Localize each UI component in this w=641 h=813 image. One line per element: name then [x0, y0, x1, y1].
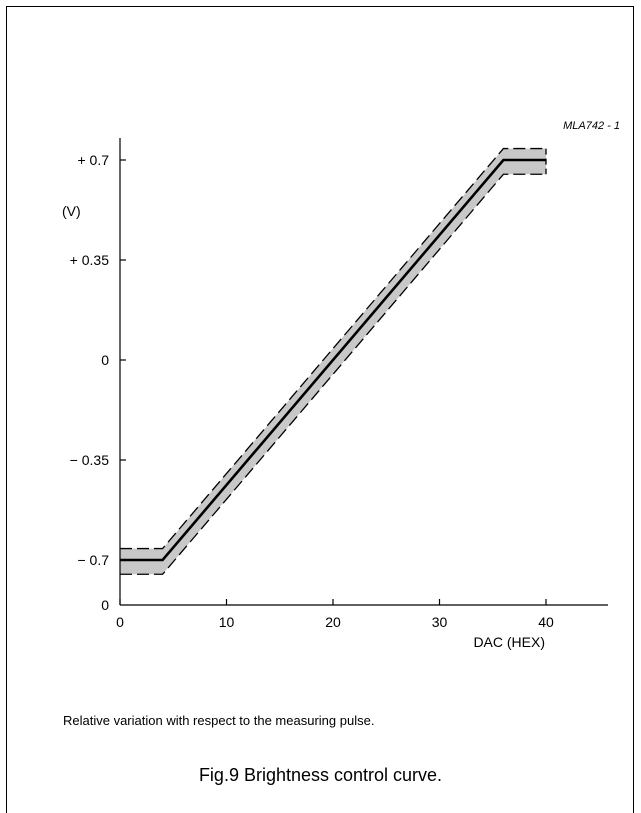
x-tick-label: 40 [538, 614, 554, 630]
y-tick-label: 0 [101, 352, 109, 368]
y-origin-label: 0 [101, 597, 109, 613]
upper-tolerance-line [120, 147, 546, 550]
y-tick-label: + 0.35 [70, 252, 110, 268]
figure-id-label: MLA742 - 1 [563, 120, 620, 132]
x-tick-label: 20 [325, 614, 341, 630]
x-tick-label: 10 [219, 614, 235, 630]
lower-tolerance-line [120, 173, 546, 575]
nominal-curve [120, 158, 546, 562]
axes-layer [119, 138, 608, 606]
y-tick-label: − 0.7 [77, 552, 109, 568]
figure-frame [6, 6, 634, 813]
x-tick-label: 0 [116, 614, 124, 630]
label-layer: + 0.7+ 0.350− 0.35− 0.700 10 20 30 40(V)DAC … [62, 120, 620, 650]
y-tick-label: − 0.35 [70, 452, 110, 468]
series-layer [120, 147, 547, 575]
y-tick-label: + 0.7 [77, 152, 109, 168]
footnote: Relative variation with respect to the m… [63, 713, 375, 728]
x-tick-label: 30 [432, 614, 448, 630]
y-axis-label: (V) [62, 203, 81, 219]
x-axis-label: DAC (HEX) [473, 634, 545, 650]
figure-caption: Fig.9 Brightness control curve. [198, 765, 443, 785]
